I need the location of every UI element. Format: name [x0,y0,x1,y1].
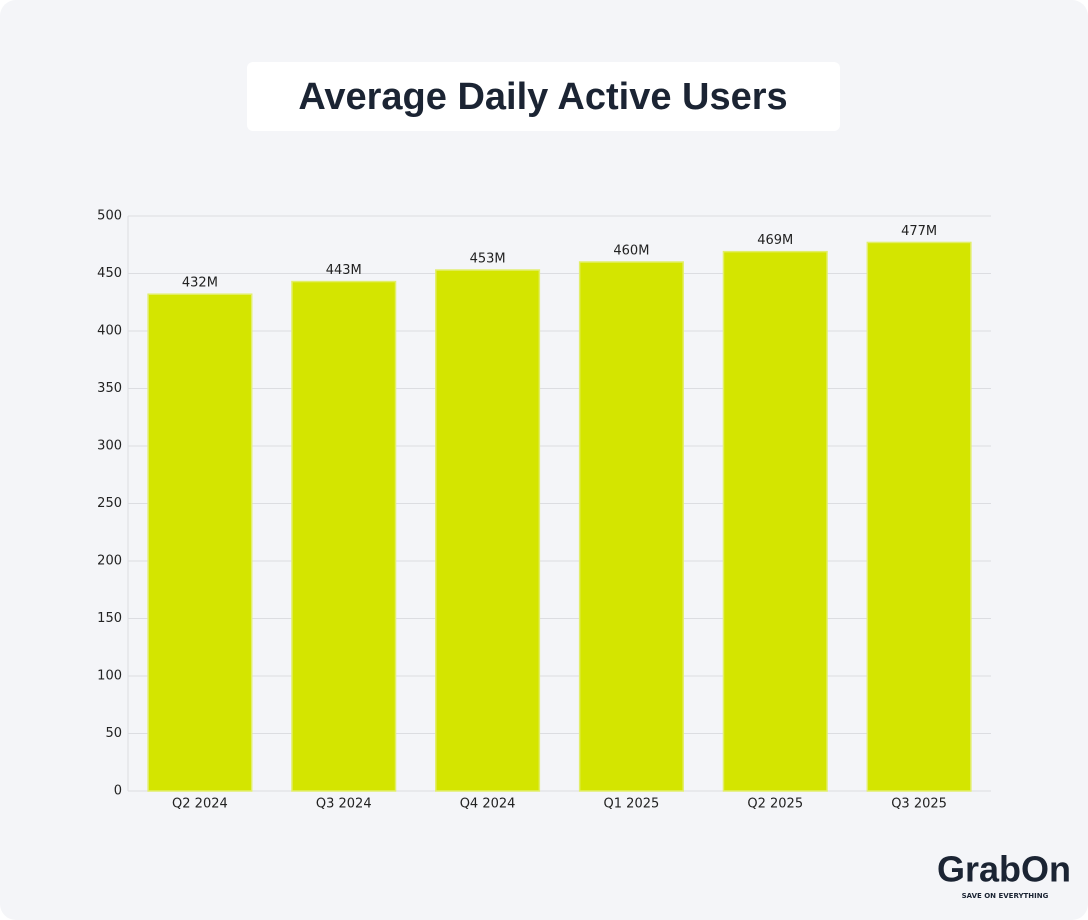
y-tick-label: 500 [97,209,122,224]
value-label: 432M [182,276,218,291]
value-label: 460M [613,244,649,259]
chart-title: Average Daily Active Users [298,76,787,118]
x-tick-label: Q3 2024 [316,797,372,812]
logo-name: GrabOn [937,849,1071,890]
y-tick-label: 450 [97,266,122,281]
y-tick-label: 0 [114,784,122,799]
value-label: 453M [470,252,506,267]
x-tick-label: Q1 2025 [604,797,660,812]
x-tick-label: Q2 2024 [172,797,228,812]
y-tick-label: 350 [97,381,122,396]
title-box [247,62,840,131]
bar [578,261,684,792]
value-label: 477M [901,224,937,239]
x-tick-label: Q3 2025 [891,797,947,812]
bar [147,293,253,792]
y-tick-label: 300 [97,439,122,454]
y-tick-label: 50 [105,726,122,741]
bar [435,269,541,792]
y-tick-label: 200 [97,554,122,569]
plot: 0 50 100 150 200 250 300 350 400 450 500 Q2 2024 432… [97,209,991,812]
value-label: 469M [757,233,793,248]
value-label: 443M [326,263,362,278]
logo-tagline: SAVE ON EVERYTHING [962,892,1049,900]
y-tick-label: 250 [97,496,122,511]
bar [291,280,397,792]
x-tick-label: Q2 2025 [747,797,803,812]
bar [866,241,972,792]
y-tick-label: 150 [97,611,122,626]
x-tick-label: Q4 2024 [460,797,516,812]
y-tick-label: 400 [97,324,122,339]
bar [722,250,828,792]
y-tick-label: 100 [97,669,122,684]
